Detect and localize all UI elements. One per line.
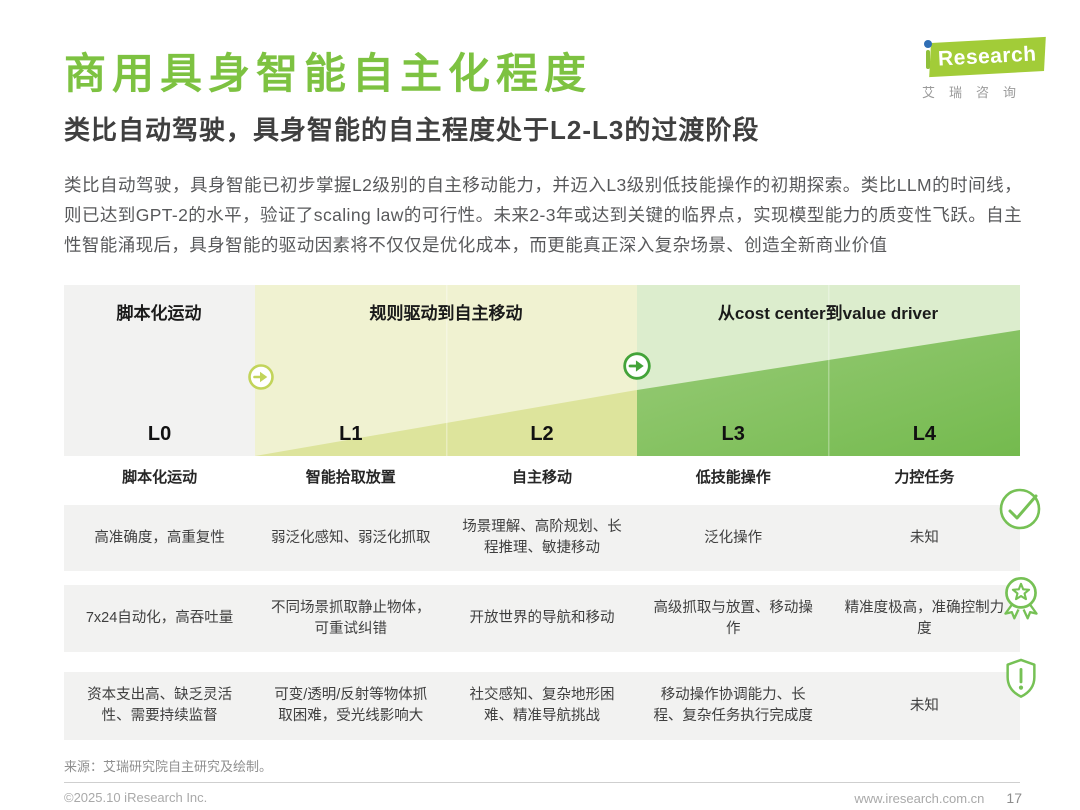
footer-website: www.iresearch.com.cn xyxy=(854,791,985,806)
intro-paragraph: 类比自动驾驶，具身智能已初步掌握L2级别的自主移动能力，并迈入L3级别低技能操作… xyxy=(64,175,1022,255)
arrow-circle-icon xyxy=(622,351,652,381)
autonomy-level-band: 脚本化运动 规则驱动到自主移动 从cost center到value drive… xyxy=(64,285,1020,456)
level-label-l4: L4 xyxy=(912,423,937,445)
page-title: 商用具身智能自主化程度 xyxy=(64,50,593,97)
level-name-l0: 脚本化运动 xyxy=(122,469,198,486)
level-label-l3: L3 xyxy=(721,423,745,445)
phase-label-cost-to-value: 从cost center到value driver xyxy=(717,304,939,323)
level-name-l4: 力控任务 xyxy=(894,469,955,486)
iresearch-logo: Research 艾瑞咨询 xyxy=(918,34,1048,100)
level-label-l2: L2 xyxy=(530,423,554,445)
phase-label-rule-to-autonomous: 规则驱动到自主移动 xyxy=(369,304,523,323)
table-cell: 泛化操作 xyxy=(704,529,763,546)
growth-wedge-graphic xyxy=(255,285,1020,456)
band-segment-gray xyxy=(64,285,255,456)
phase-label-scripted: 脚本化运动 xyxy=(116,304,202,323)
logo-i-dot xyxy=(924,40,932,48)
logo-mark: Research xyxy=(929,36,1046,78)
table-cell: 场景理解、高阶规划、长程推理、敏捷移动 xyxy=(462,519,622,556)
logo-i-stem xyxy=(926,50,930,69)
source-note: 来源：艾瑞研究院自主研究及绘制。 xyxy=(64,759,273,774)
medal-star-icon xyxy=(994,570,1048,624)
level-label-l0: L0 xyxy=(147,423,172,445)
page-number: 17 xyxy=(1006,790,1022,806)
table-cell: 高准确度，高重复性 xyxy=(94,529,225,546)
level-name-l1: 智能拾取放置 xyxy=(305,469,396,486)
table-cell: 精准度极高，准确控制力度 xyxy=(844,599,1005,637)
page-subtitle: 类比自动驾驶，具身智能的自主程度处于L2-L3的过渡阶段 xyxy=(64,115,760,145)
table-cell: 移动操作协调能力、长程、复杂任务执行完成度 xyxy=(653,687,813,724)
footer-copyright: ©2025.10 iResearch Inc. xyxy=(64,790,208,805)
check-circle-icon xyxy=(996,485,1044,533)
table-cell: 社交感知、复杂地形困难、精准导航挑战 xyxy=(469,687,615,724)
level-name-row: 脚本化运动 智能拾取放置 自主移动 低技能操作 力控任务 xyxy=(64,466,1020,487)
arrow-circle-icon xyxy=(247,363,275,391)
logo-wordmark: Research xyxy=(937,42,1038,71)
table-cell: 7x24自动化，高吞吐量 xyxy=(85,610,234,626)
shield-exclamation-icon xyxy=(1000,656,1042,702)
table-cell: 可变/透明/反射等物体抓取困难，受光线影响大 xyxy=(274,687,428,724)
level-label-l1: L1 xyxy=(339,423,363,445)
table-cell: 资本支出高、缺乏灵活性、需要持续监督 xyxy=(87,687,233,724)
level-name-l2: 自主移动 xyxy=(511,469,572,486)
table-row-challenges: 资本支出高、缺乏灵活性、需要持续监督 可变/透明/反射等物体抓取困难，受光线影响… xyxy=(64,672,1020,740)
table-cell: 未知 xyxy=(909,697,939,714)
table-cell: 弱泛化感知、弱泛化抓取 xyxy=(271,529,431,546)
footer-divider xyxy=(64,782,1020,783)
logo-chinese-name: 艾瑞咨询 xyxy=(922,85,1031,100)
table-cell: 高级抓取与放置、移动操作 xyxy=(653,599,813,637)
level-name-l3: 低技能操作 xyxy=(695,469,771,486)
table-cell: 未知 xyxy=(909,529,939,546)
table-cell: 开放世界的导航和移动 xyxy=(469,610,615,626)
table-row-strengths: 高准确度，高重复性 弱泛化感知、弱泛化抓取 场景理解、高阶规划、长程推理、敏捷移… xyxy=(64,505,1020,571)
table-cell: 不同场景抓取静止物体，可重试纠错 xyxy=(271,599,431,637)
table-row-capabilities: 7x24自动化，高吞吐量 不同场景抓取静止物体，可重试纠错 开放世界的导航和移动… xyxy=(64,585,1020,652)
